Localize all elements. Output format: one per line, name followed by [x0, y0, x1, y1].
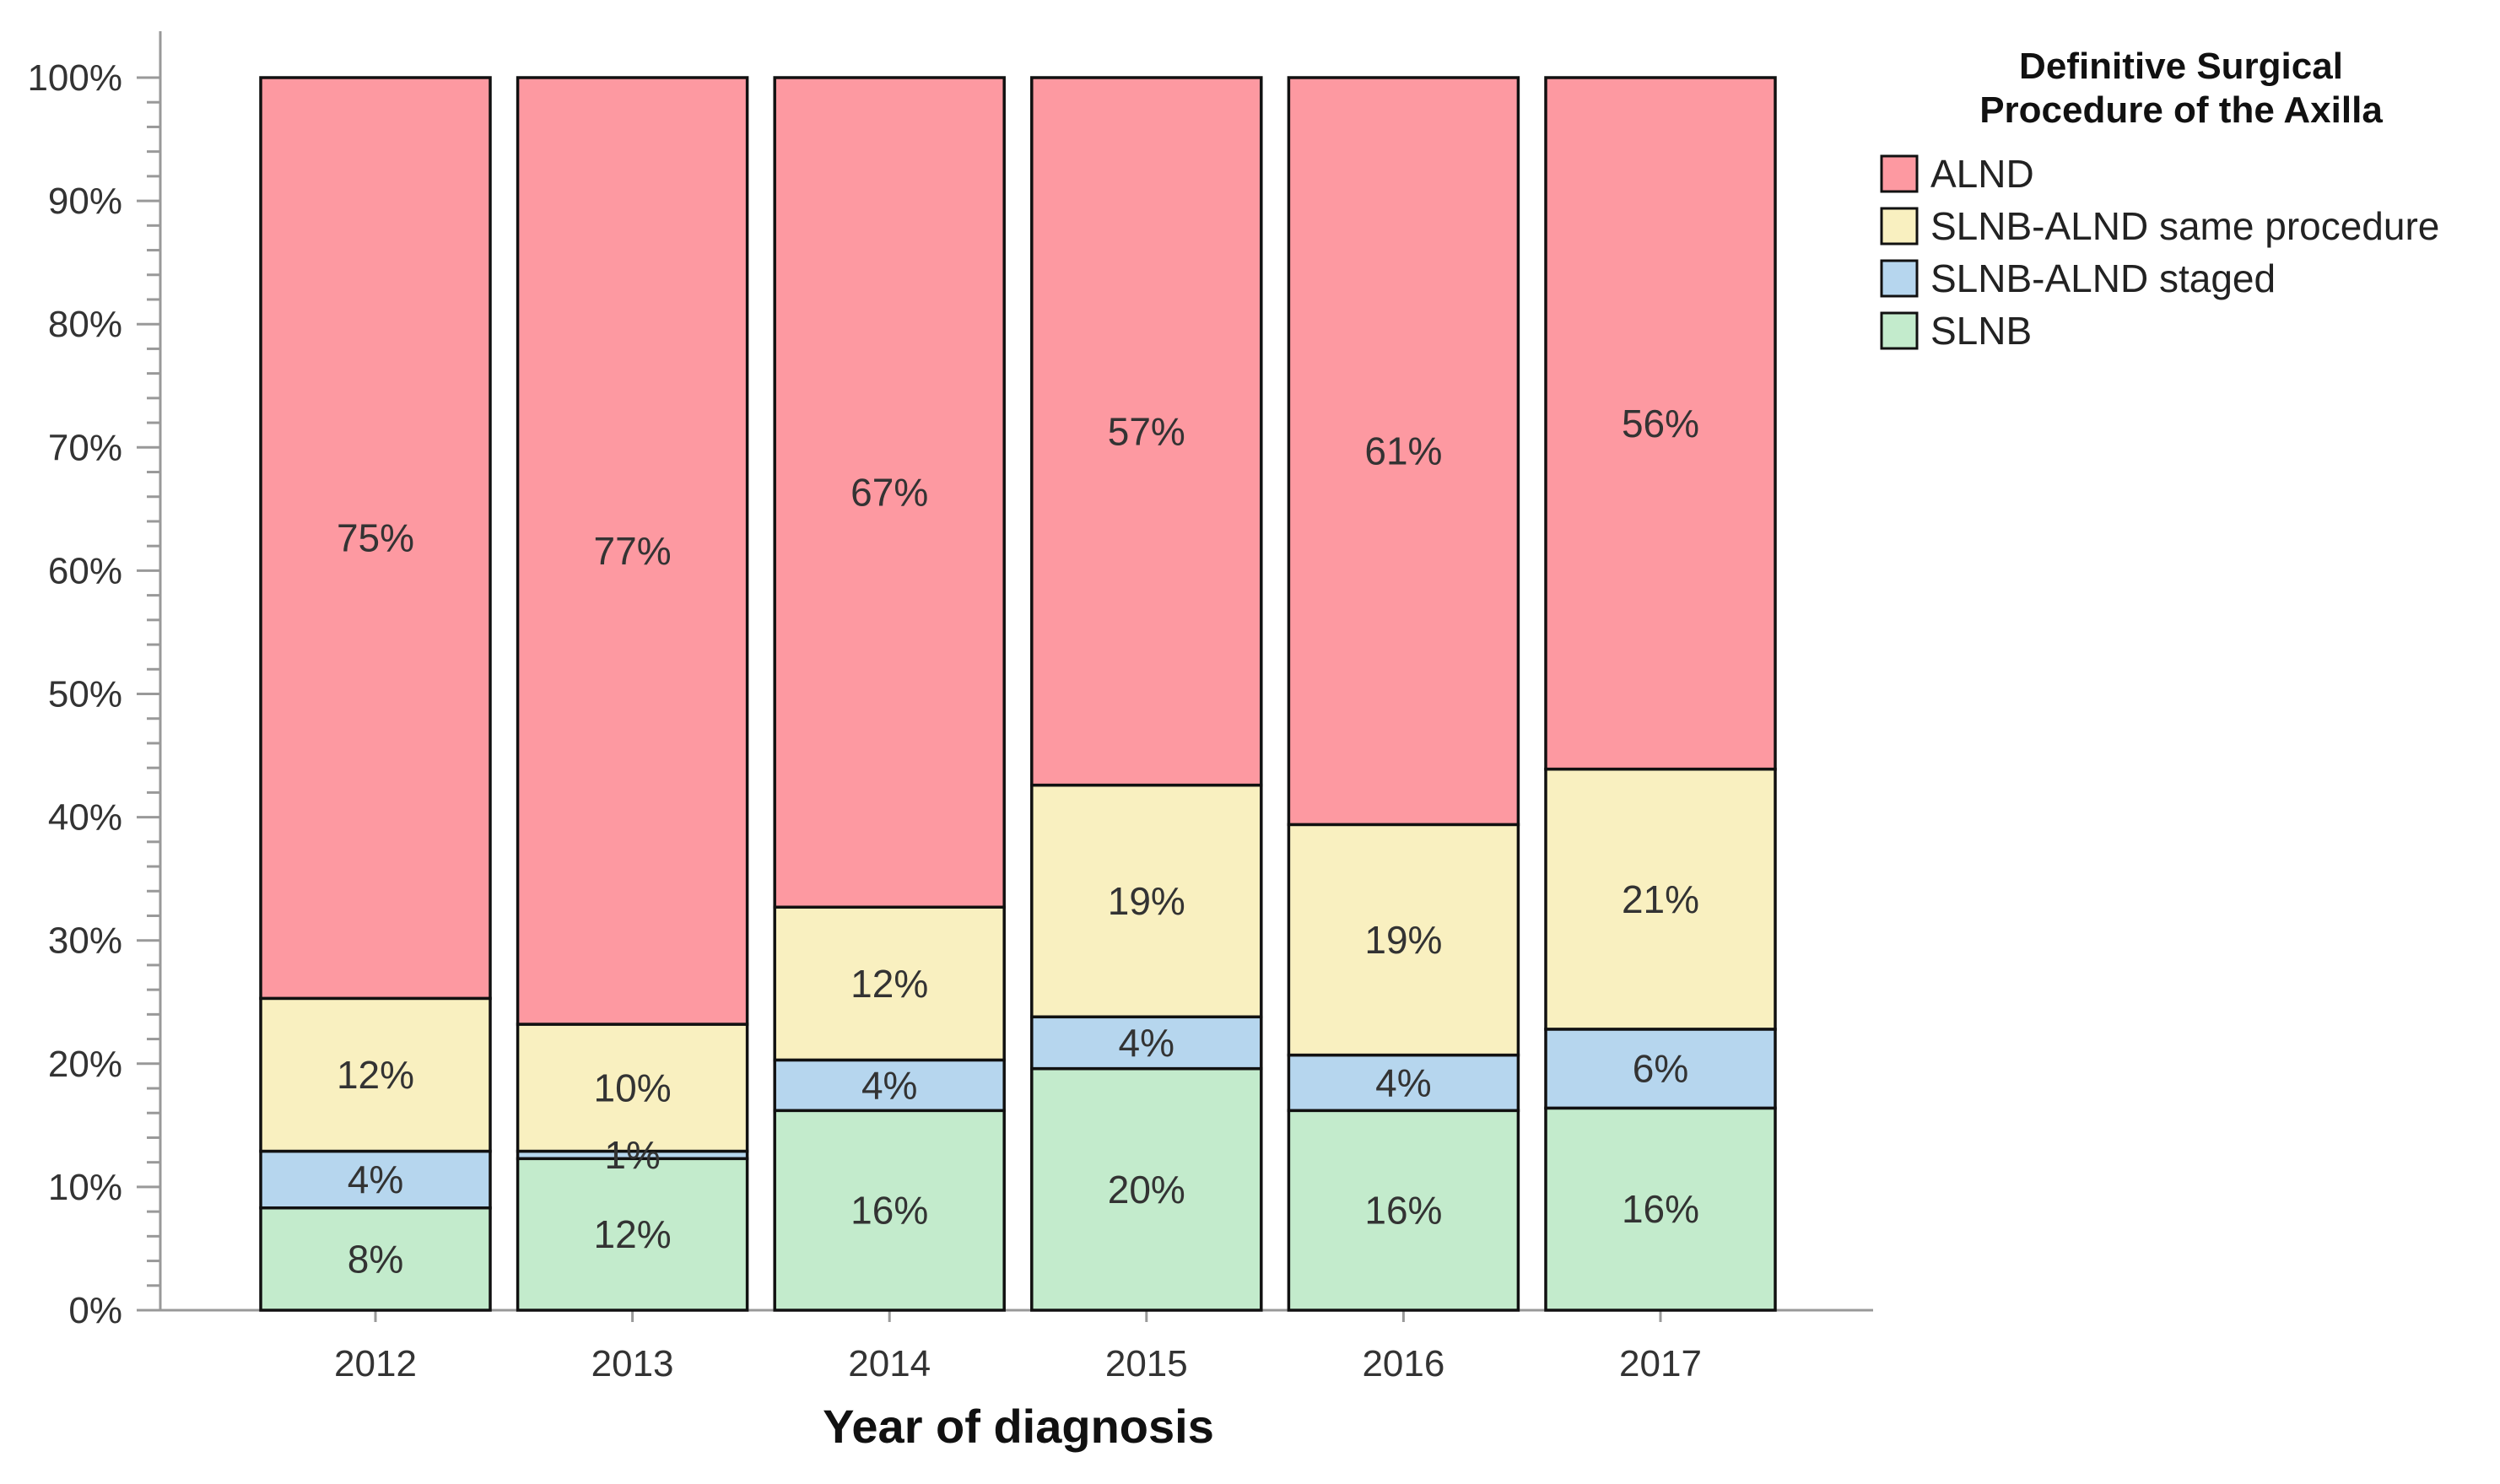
y-tick-label: 90%	[48, 181, 122, 222]
data-label-slnb-alnd-same-procedure-2013: 10%	[594, 1066, 672, 1109]
data-label-slnb-2016: 16%	[1364, 1189, 1442, 1233]
legend-swatch-slnb-alnd-same-procedure	[1880, 207, 1919, 246]
bar-segment-alnd-2017	[1544, 76, 1777, 771]
data-label-slnb-2012: 8%	[348, 1237, 403, 1281]
x-tick-label: 2015	[1105, 1343, 1188, 1384]
y-tick-label: 50%	[48, 674, 122, 715]
legend-swatch-slnb	[1880, 311, 1919, 350]
legend: Definitive Surgical Procedure of the Axi…	[1880, 46, 2439, 353]
y-tick-label: 40%	[48, 797, 122, 839]
legend-swatch-slnb-alnd-staged	[1880, 259, 1919, 298]
legend-label-alnd: ALND	[1930, 152, 2034, 196]
data-label-slnb-2017: 16%	[1622, 1187, 1699, 1231]
data-label-slnb-2015: 20%	[1108, 1168, 1185, 1211]
x-tick-label: 2012	[334, 1343, 417, 1384]
bar-segment-slnb-alnd-staged-2016	[1287, 1053, 1520, 1113]
bar-segment-slnb-alnd-same-procedure-2017	[1544, 767, 1777, 1031]
data-label-slnb-alnd-same-procedure-2014: 12%	[850, 962, 928, 1006]
bar-segment-slnb-alnd-staged-2014	[773, 1058, 1006, 1113]
bar-segment-slnb-2017	[1544, 1106, 1777, 1312]
data-label-slnb-alnd-same-procedure-2015: 19%	[1108, 879, 1185, 923]
bar-segment-slnb-alnd-same-procedure-2015	[1030, 783, 1263, 1019]
data-label-alnd-2014: 67%	[850, 471, 928, 515]
y-tick-label: 10%	[48, 1167, 122, 1208]
data-label-alnd-2013: 77%	[594, 529, 672, 573]
bar-segment-alnd-2013	[516, 76, 749, 1026]
bar-segment-slnb-alnd-staged-2015	[1030, 1015, 1263, 1071]
x-axis-title: Year of diagnosis	[823, 1400, 1214, 1453]
bar-segment-alnd-2012	[259, 76, 492, 1001]
bar-segment-slnb-alnd-staged-2012	[259, 1149, 492, 1210]
bar-segment-slnb-alnd-same-procedure-2016	[1287, 823, 1520, 1057]
y-tick-label: 20%	[48, 1044, 122, 1085]
legend-swatch-alnd	[1880, 154, 1919, 193]
data-label-slnb-alnd-staged-2013: 1%	[604, 1133, 660, 1177]
bar-segment-slnb-alnd-same-procedure-2013	[516, 1023, 749, 1153]
bar-segment-slnb-2012	[259, 1206, 492, 1312]
legend-label-slnb-alnd-staged: SLNB-ALND staged	[1930, 256, 2276, 300]
data-label-slnb-alnd-staged-2015: 4%	[1119, 1021, 1174, 1065]
data-label-alnd-2015: 57%	[1108, 409, 1185, 453]
y-tick-label: 70%	[48, 427, 122, 468]
y-tick-label: 60%	[48, 550, 122, 591]
data-label-slnb-alnd-staged-2016: 4%	[1375, 1060, 1431, 1104]
bar-segment-slnb-2016	[1287, 1109, 1520, 1312]
data-label-slnb-alnd-staged-2012: 4%	[348, 1158, 403, 1201]
bar-segment-alnd-2014	[773, 76, 1006, 909]
data-label-slnb-alnd-same-procedure-2012: 12%	[337, 1053, 414, 1097]
y-tick-label: 100%	[27, 57, 122, 99]
data-label-slnb-2014: 16%	[850, 1189, 928, 1233]
bar-segment-slnb-2013	[516, 1157, 749, 1312]
y-tick-label: 80%	[48, 304, 122, 345]
data-label-slnb-2013: 12%	[594, 1212, 672, 1256]
data-labels: 8% 4% 12% 75% 12% 1% 10% 77% 16% 4% 12% 67% 20% 4% 19%…	[337, 402, 1699, 1282]
axes: 0% 10% 20% 30% 40% 50% 60% 70% 80% 90% 100% 2012 201…	[27, 31, 1873, 1384]
data-label-slnb-alnd-same-procedure-2016: 19%	[1364, 918, 1442, 962]
x-tick-label: 2017	[1619, 1343, 1702, 1384]
legend-label-slnb-alnd-same-procedure: SLNB-ALND same procedure	[1930, 204, 2439, 248]
data-label-slnb-alnd-staged-2014: 4%	[861, 1063, 917, 1107]
y-tick-label: 0%	[68, 1290, 122, 1331]
legend-title-line2: Procedure of the Axilla	[1979, 89, 2383, 131]
bar-segment-slnb-alnd-same-procedure-2014	[773, 905, 1006, 1062]
data-label-alnd-2017: 56%	[1622, 402, 1699, 445]
legend-label-slnb: SLNB	[1930, 309, 2032, 353]
data-label-alnd-2012: 75%	[337, 516, 414, 560]
bars	[259, 76, 1777, 1312]
data-label-alnd-2016: 61%	[1364, 429, 1442, 473]
x-tick-label: 2014	[848, 1343, 931, 1384]
legend-items: ALND SLNB-ALND same procedure SLNB-ALND st…	[1880, 152, 2439, 353]
bar-segment-slnb-2014	[773, 1109, 1006, 1312]
legend-title-line1: Definitive Surgical	[2019, 46, 2343, 87]
data-label-slnb-alnd-same-procedure-2017: 21%	[1622, 877, 1699, 921]
bar-segment-slnb-alnd-staged-2017	[1544, 1028, 1777, 1110]
y-tick-label: 30%	[48, 920, 122, 962]
bar-segment-alnd-2016	[1287, 76, 1520, 827]
x-tick-label: 2016	[1362, 1343, 1444, 1384]
data-label-slnb-alnd-staged-2017: 6%	[1633, 1047, 1688, 1091]
x-tick-label: 2013	[591, 1343, 674, 1384]
bar-segment-alnd-2015	[1030, 76, 1263, 787]
